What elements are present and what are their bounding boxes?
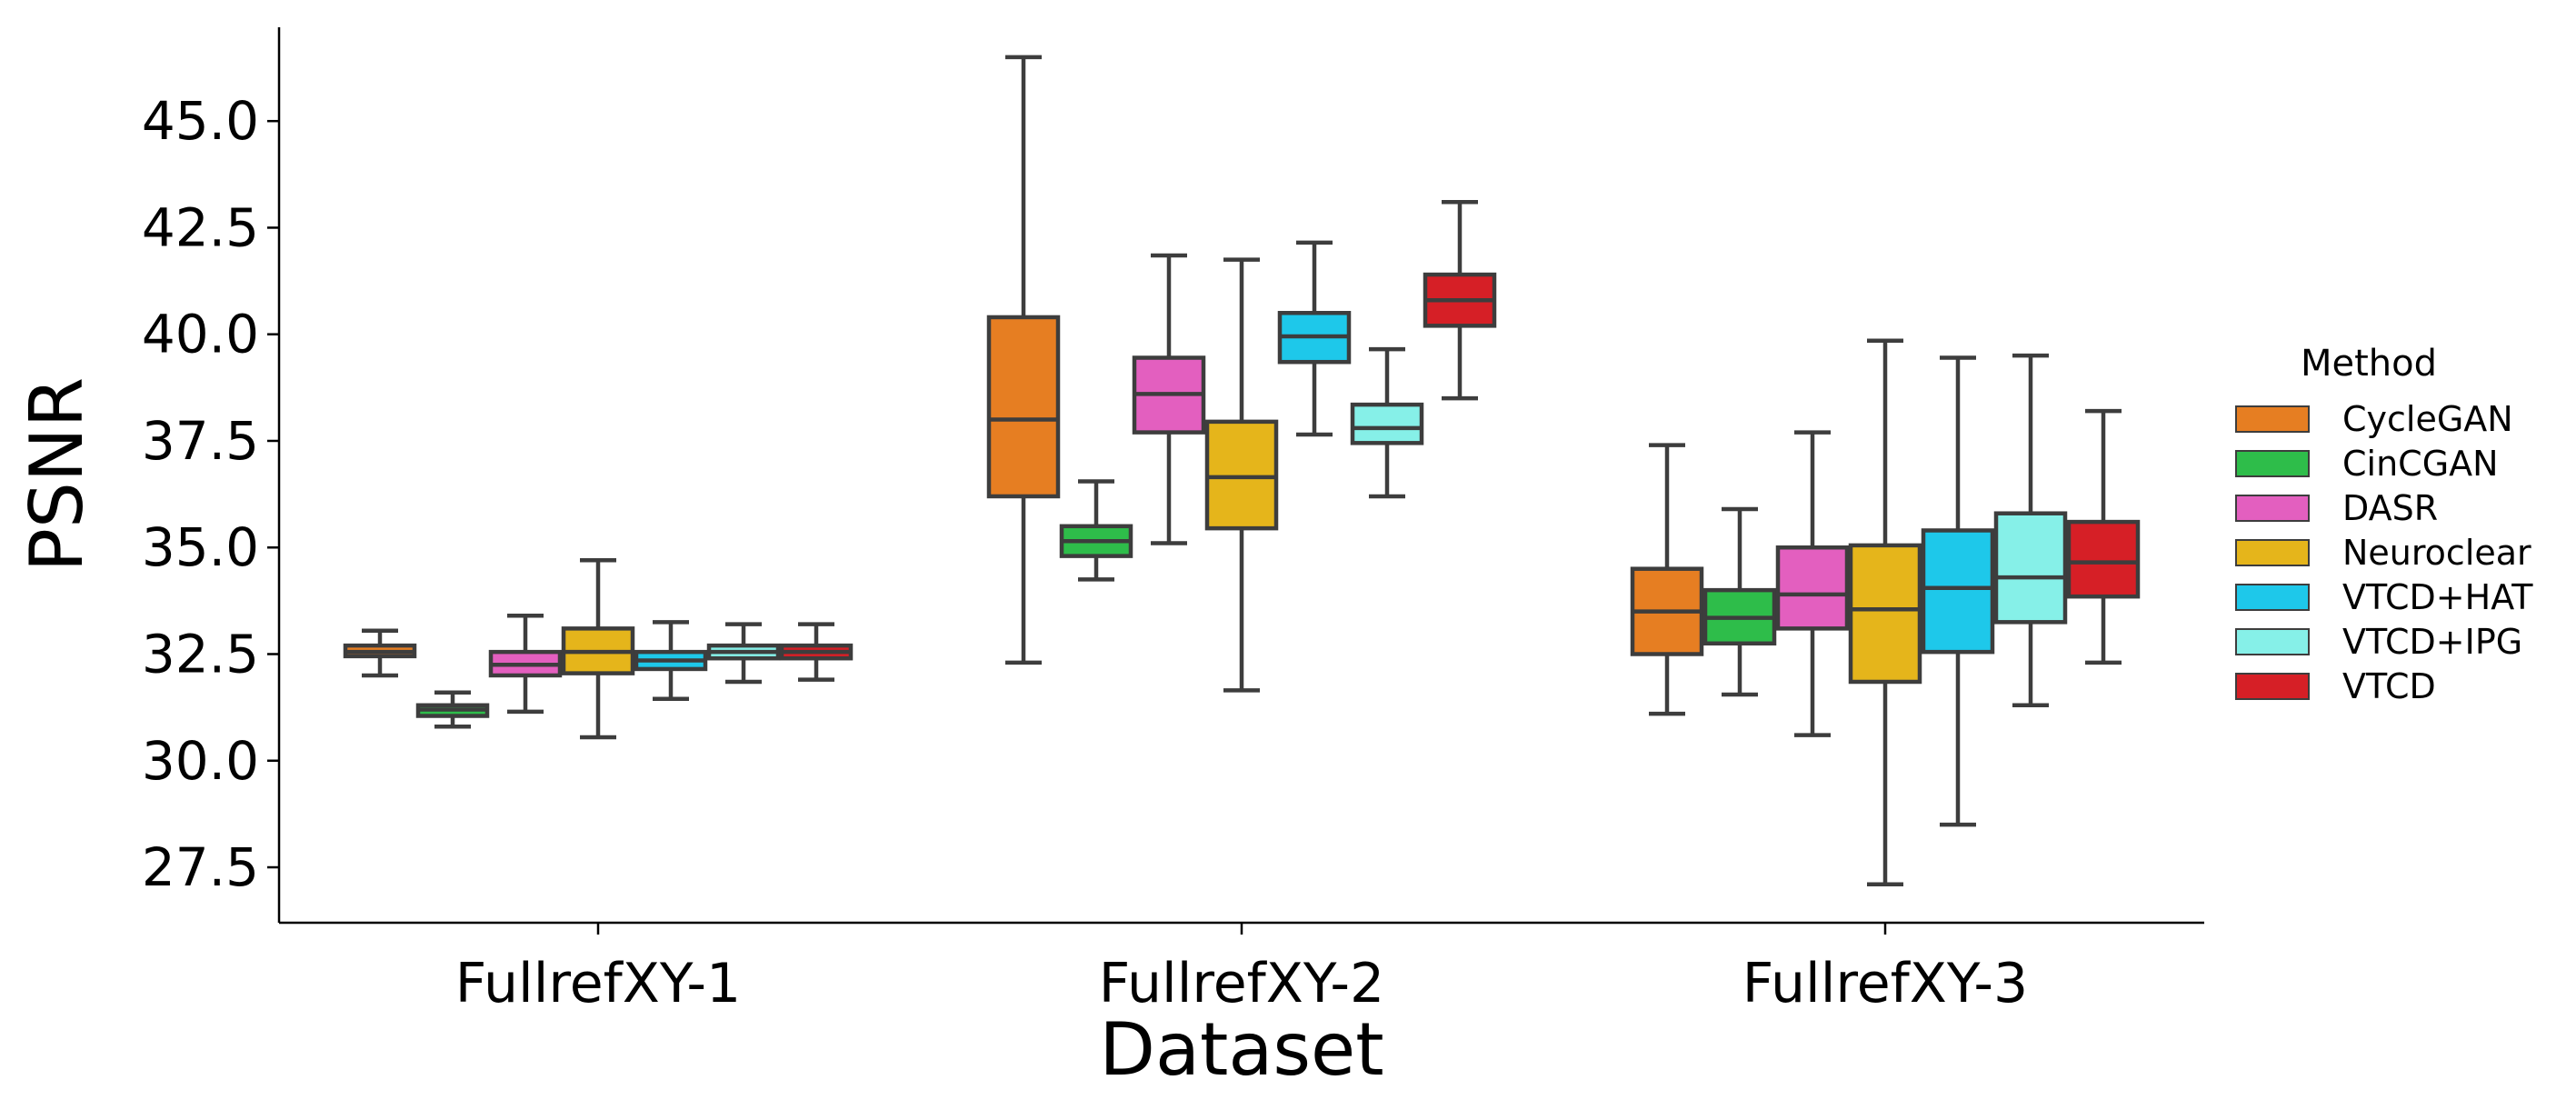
y-tick-label: 27.5 [142,836,259,898]
legend-label-dasr: DASR [2342,488,2438,528]
box-neuroclear-2 [1204,257,1279,693]
box-vtcd-ipg-1 [706,622,781,685]
legend-swatch-cyclegan [2235,405,2310,433]
iqr-box [1775,545,1850,631]
box-vtcd-hat-3 [1921,355,1995,827]
iqr-box [1204,419,1279,531]
box-vtcd-3 [2066,408,2141,665]
box-cyclegan-3 [1630,443,1704,716]
y-axis-label: PSNR [15,377,99,572]
x-ticks: FullrefXY-1 FullrefXY-2 FullrefXY-3 [455,923,2028,1015]
y-tick-label: 35.0 [142,516,259,578]
y-tick-label: 42.5 [142,196,259,258]
y-ticks: 27.5 30.0 32.5 35.0 37.5 40.0 42.5 45.0 [142,90,279,898]
y-tick-label: 30.0 [142,730,259,792]
x-tick-label: FullrefXY-2 [1099,952,1384,1015]
x-tick-label: FullrefXY-3 [1742,952,2028,1015]
x-tick-label: FullrefXY-1 [455,952,741,1015]
legend-label-vtcd-ipg: VTCD+IPG [2342,622,2522,662]
box-cyclegan-1 [343,628,417,678]
box-dasr-1 [488,614,563,715]
legend-title: Method [2301,343,2437,385]
legend-swatch-vtcd-hat [2235,584,2310,611]
box-cyclegan-2 [986,55,1061,665]
box-vtcd-hat-2 [1277,240,1352,437]
box-vtcd-2 [1423,200,1497,401]
legend-swatch-vtcd [2235,673,2310,700]
legend-swatch-neuroclear [2235,539,2310,566]
boxes-layer [343,55,2141,887]
y-tick-label: 37.5 [142,410,259,472]
box-vtcd-hat-1 [634,620,708,701]
box-dasr-3 [1775,430,1850,737]
iqr-box [1848,543,1922,685]
plot-area: 27.5 30.0 32.5 35.0 37.5 40.0 42.5 45.0 Fullref… [142,27,2204,1015]
y-tick-label: 32.5 [142,624,259,685]
box-vtcd-ipg-3 [1993,353,2068,708]
legend-label-neuroclear: Neuroclear [2342,533,2531,573]
y-tick-label: 40.0 [142,304,259,365]
legend-swatch-cincgan [2235,450,2310,477]
iqr-box [986,315,1061,499]
y-tick-label: 45.0 [142,90,259,152]
legend-label-vtcd-hat: VTCD+HAT [2342,577,2533,617]
box-cincgan-3 [1702,506,1777,697]
iqr-box [1993,511,2068,625]
box-dasr-2 [1132,253,1206,545]
box-vtcd-1 [779,622,854,682]
box-cincgan-2 [1059,479,1133,582]
legend: Method CycleGANCinCGANDASRNeuroclearVTCD… [2235,343,2533,706]
legend-label-cincgan: CinCGAN [2342,444,2499,484]
x-axis-label: Dataset [1099,1007,1383,1092]
legend-label-cyclegan: CycleGAN [2342,399,2513,439]
iqr-box [1921,528,1995,655]
legend-label-vtcd: VTCD [2342,666,2436,706]
box-vtcd-ipg-2 [1350,346,1424,499]
box-cincgan-1 [415,690,490,729]
iqr-box [1350,402,1424,445]
legend-swatch-dasr [2235,495,2310,522]
box-neuroclear-3 [1848,338,1922,887]
legend-swatch-vtcd-ipg [2235,628,2310,655]
iqr-box [2066,519,2141,599]
box-neuroclear-1 [561,558,635,740]
